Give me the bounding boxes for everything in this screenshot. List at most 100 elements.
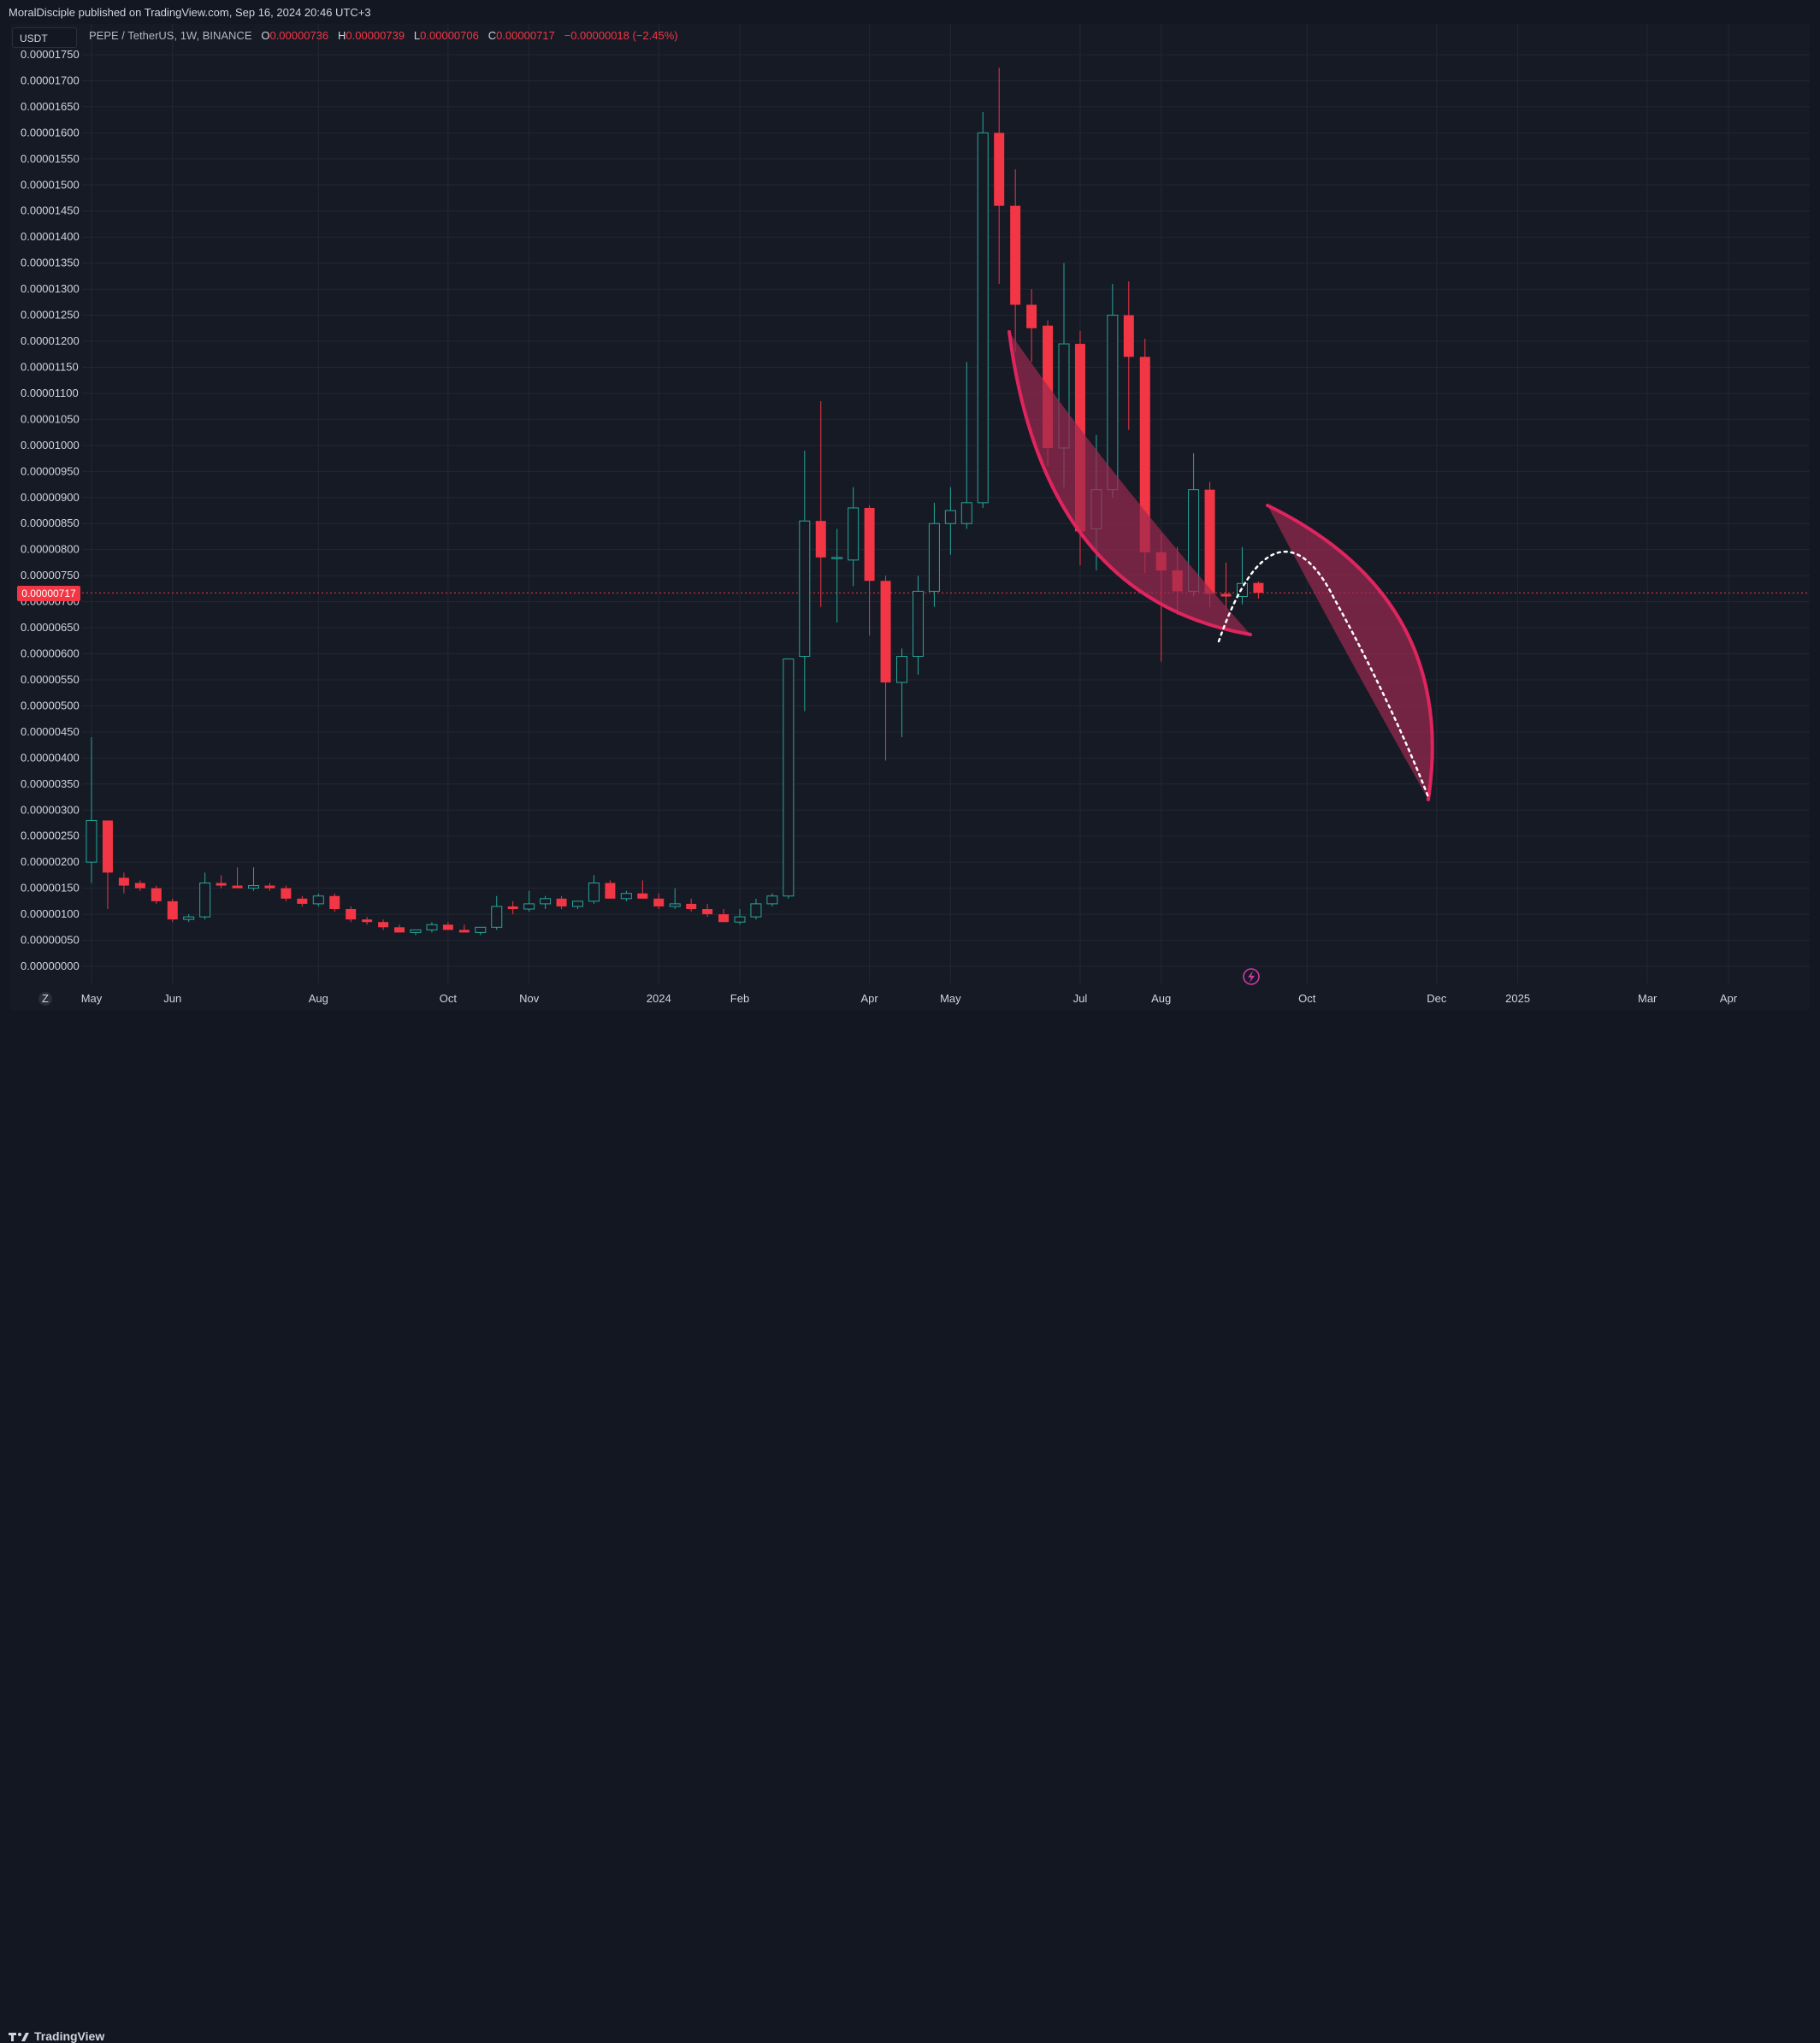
candle-body [831, 557, 843, 559]
candle [977, 112, 989, 508]
candle-body [1010, 205, 1021, 305]
y-tick-label: 0.00000500 [21, 699, 80, 712]
candle-body [312, 895, 324, 905]
y-tick-label: 0.00000800 [21, 543, 80, 556]
projected-path-dotted[interactable] [1217, 551, 1430, 799]
candle [458, 924, 470, 933]
candle [297, 895, 308, 906]
candle-body [1204, 489, 1215, 594]
candle-body [912, 590, 924, 658]
legend-close-label: C [488, 29, 497, 42]
y-tick-label: 0.00001350 [21, 257, 80, 269]
legend-low-value: 0.00000706 [420, 29, 479, 42]
candle [653, 893, 665, 909]
published-caption: MoralDisciple published on TradingView.c… [9, 6, 371, 19]
candle [362, 917, 373, 925]
candle [523, 890, 535, 912]
candle [248, 867, 259, 891]
y-tick-label: 0.00000850 [21, 517, 80, 529]
candle-body [151, 888, 162, 901]
candle [572, 900, 583, 909]
candle-body [783, 658, 795, 897]
candle-body [1123, 315, 1134, 357]
currency-selector[interactable]: USDT [12, 27, 77, 48]
curved-channel-decline[interactable] [1009, 332, 1250, 635]
candle-body [718, 914, 730, 923]
candle [1026, 289, 1037, 363]
x-tick-label: 2025 [1505, 992, 1530, 1005]
candle [442, 922, 453, 930]
candle [669, 888, 681, 909]
curved-channel-projection[interactable] [1268, 505, 1433, 800]
candle [960, 362, 972, 529]
candle-body [475, 926, 487, 933]
candle-body [248, 885, 259, 889]
candle [540, 895, 552, 909]
candle [880, 576, 891, 761]
curved-channel-decline-edge[interactable] [1008, 330, 1252, 636]
candle [410, 929, 422, 936]
candle-body [653, 898, 665, 906]
candle [896, 648, 907, 737]
candle [329, 893, 340, 912]
candle-body [199, 883, 211, 918]
candle-body [944, 510, 956, 524]
goto-start-icon[interactable]: Z [38, 992, 52, 1006]
drawings[interactable]: Z [38, 330, 1434, 1006]
candle-body [1236, 582, 1248, 598]
candle-body [362, 919, 373, 923]
candle [556, 895, 567, 909]
chart-frame[interactable] [10, 24, 1810, 1010]
candle-body [556, 898, 567, 906]
x-tick-label: Jul [1073, 992, 1088, 1005]
candle [1204, 481, 1215, 607]
candle-body [507, 906, 518, 909]
candle [118, 872, 129, 894]
y-tick-label: 0.00000050 [21, 934, 80, 947]
y-tick-label: 0.00000350 [21, 777, 80, 790]
candle [831, 528, 843, 623]
legend-high-value: 0.00000739 [346, 29, 405, 42]
y-tick-label: 0.00001600 [21, 126, 80, 139]
lightning-icon[interactable] [1243, 968, 1260, 985]
candle [507, 900, 518, 915]
y-tick-label: 0.00000900 [21, 491, 80, 504]
candle [734, 908, 746, 925]
candle-body [864, 507, 875, 582]
candle [864, 505, 875, 636]
candle [378, 919, 389, 930]
svg-text:Z: Z [42, 992, 49, 1005]
legend-open-label: O [261, 29, 270, 42]
candlestick-chart[interactable]: 0.00000000 0.00000050 0.00000100 0.00000150… [0, 0, 1820, 1041]
candle-body [281, 888, 292, 899]
y-tick-label: 0.00001100 [21, 387, 79, 399]
candle-body [766, 895, 778, 905]
legend-symbol: PEPE / TetherUS, 1W, BINANCE [89, 29, 252, 42]
y-tick-label: 0.00001450 [21, 204, 80, 217]
x-tick-label: Apr [1720, 992, 1738, 1005]
candle-body [588, 883, 600, 902]
legend-low-label: L [413, 29, 421, 42]
candle [750, 898, 762, 920]
y-tick-label: 0.00000200 [21, 855, 80, 868]
y-tick-label: 0.00000250 [21, 830, 80, 842]
candle-body [329, 895, 340, 909]
candle-body [540, 898, 552, 905]
candle [848, 487, 860, 587]
candle [944, 487, 956, 555]
last-price-label: 0.00000717 [17, 586, 80, 601]
candle [216, 875, 227, 889]
candle [394, 924, 405, 933]
candle [702, 903, 713, 918]
x-tick-label: Mar [1638, 992, 1658, 1005]
candle [912, 576, 924, 675]
x-tick-label: Jun [163, 992, 181, 1005]
x-tick-label: Oct [1298, 992, 1316, 1005]
curved-channel-projection-edge[interactable] [1266, 504, 1434, 801]
candle [491, 895, 503, 930]
candle [151, 885, 162, 904]
candle-body [994, 133, 1005, 206]
candle-body [686, 903, 697, 909]
candle [232, 867, 243, 889]
y-tick-label: 0.00001650 [21, 100, 80, 113]
